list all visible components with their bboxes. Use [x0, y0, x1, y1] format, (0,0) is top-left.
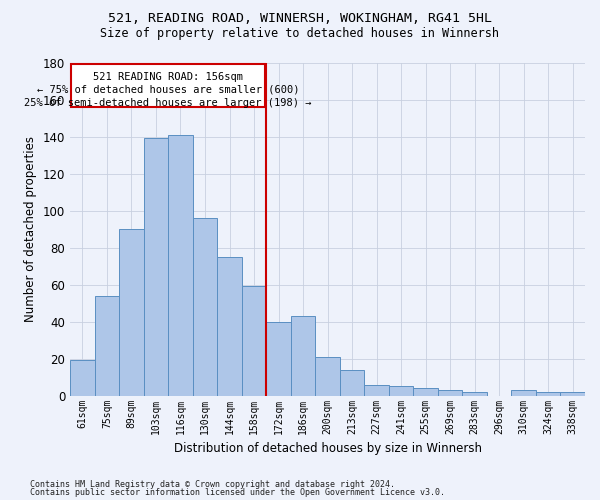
- Text: Contains HM Land Registry data © Crown copyright and database right 2024.: Contains HM Land Registry data © Crown c…: [30, 480, 395, 489]
- Bar: [511, 390, 536, 396]
- Bar: [364, 384, 389, 396]
- Y-axis label: Number of detached properties: Number of detached properties: [25, 136, 37, 322]
- Bar: [95, 296, 119, 396]
- Bar: [316, 357, 340, 396]
- Bar: [70, 360, 95, 396]
- Bar: [340, 370, 364, 396]
- Bar: [413, 388, 438, 396]
- Bar: [438, 390, 463, 396]
- Text: 521 READING ROAD: 156sqm: 521 READING ROAD: 156sqm: [93, 72, 243, 82]
- Bar: [193, 218, 217, 396]
- Bar: [463, 392, 487, 396]
- Bar: [291, 316, 316, 396]
- Bar: [536, 392, 560, 396]
- Bar: [389, 386, 413, 396]
- Bar: [144, 138, 168, 396]
- Text: Contains public sector information licensed under the Open Government Licence v3: Contains public sector information licen…: [30, 488, 445, 497]
- Bar: [560, 392, 585, 396]
- Text: ← 75% of detached houses are smaller (600): ← 75% of detached houses are smaller (60…: [37, 84, 299, 94]
- Bar: [266, 322, 291, 396]
- FancyBboxPatch shape: [71, 64, 265, 107]
- Text: Size of property relative to detached houses in Winnersh: Size of property relative to detached ho…: [101, 28, 499, 40]
- Text: 521, READING ROAD, WINNERSH, WOKINGHAM, RG41 5HL: 521, READING ROAD, WINNERSH, WOKINGHAM, …: [108, 12, 492, 26]
- Bar: [168, 134, 193, 396]
- Bar: [119, 229, 144, 396]
- Bar: [217, 257, 242, 396]
- Bar: [242, 286, 266, 396]
- X-axis label: Distribution of detached houses by size in Winnersh: Distribution of detached houses by size …: [173, 442, 482, 455]
- Text: 25% of semi-detached houses are larger (198) →: 25% of semi-detached houses are larger (…: [25, 98, 312, 108]
